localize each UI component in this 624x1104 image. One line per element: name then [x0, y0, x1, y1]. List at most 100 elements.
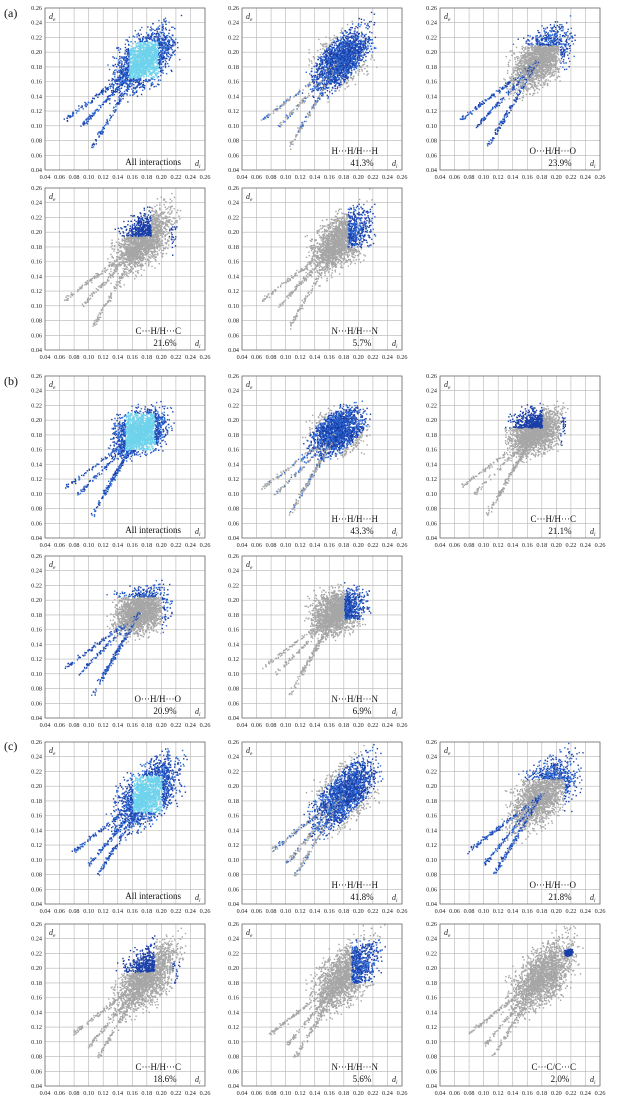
x-tick-label: 0.08 — [69, 908, 80, 915]
x-tick-label: 0.16 — [127, 354, 138, 361]
y-tick-label: 0.12 — [31, 476, 42, 483]
x-tick-label: 0.08 — [464, 1090, 475, 1097]
x-tick-label: 0.06 — [251, 354, 262, 361]
x-tick-label: 0.08 — [69, 722, 80, 729]
x-tick-label: 0.24 — [185, 174, 196, 181]
y-tick-label: 0.06 — [228, 886, 239, 893]
interaction-percent: 21.6% — [153, 338, 177, 348]
interaction-percent: 21.1% — [548, 526, 572, 536]
y-tick-label: 0.06 — [426, 886, 437, 893]
y-tick-label: 0.26 — [228, 553, 239, 560]
x-tick-label: 0.04 — [40, 174, 51, 181]
interaction-percent: 43.3% — [350, 526, 374, 536]
y-tick-label: 0.06 — [31, 520, 42, 527]
y-tick-label: 0.04 — [31, 167, 42, 174]
interaction-label: O···H/H···O — [135, 694, 182, 704]
y-tick-label: 0.24 — [31, 936, 42, 943]
y-tick-label: 0.14 — [31, 827, 42, 834]
y-tick-label: 0.06 — [426, 520, 437, 527]
x-tick-label: 0.18 — [536, 174, 547, 181]
y-axis-symbol: de — [49, 12, 56, 23]
x-tick-label: 0.06 — [449, 908, 460, 915]
interaction-label: All interactions — [125, 525, 181, 535]
y-tick-label: 0.16 — [426, 447, 437, 454]
y-tick-label: 0.08 — [31, 872, 42, 879]
y-tick-label: 0.04 — [426, 535, 437, 542]
x-tick-label: 0.16 — [324, 908, 335, 915]
x-tick-label: 0.18 — [338, 354, 349, 361]
x-tick-label: 0.22 — [170, 722, 181, 729]
x-axis-symbol: di — [590, 1075, 596, 1086]
x-tick-label: 0.10 — [478, 908, 489, 915]
y-tick-label: 0.26 — [228, 373, 239, 380]
interaction-label: All interactions — [125, 157, 181, 167]
grid — [440, 8, 600, 170]
x-tick-label: 0.18 — [141, 908, 152, 915]
y-axis-symbol: de — [49, 928, 56, 939]
x-tick-label: 0.06 — [54, 542, 65, 549]
y-tick-label: 0.18 — [426, 798, 437, 805]
x-tick-label: 0.12 — [295, 174, 306, 181]
x-tick-label: 0.24 — [185, 908, 196, 915]
x-tick-label: 0.16 — [324, 1090, 335, 1097]
x-tick-label: 0.26 — [595, 174, 606, 181]
y-tick-label: 0.24 — [228, 20, 239, 27]
point-cloud — [65, 401, 175, 517]
y-axis-symbol: de — [444, 12, 451, 23]
y-tick-label: 0.16 — [31, 79, 42, 86]
x-tick-label: 0.06 — [54, 1090, 65, 1097]
y-axis-symbol: de — [49, 192, 56, 203]
x-tick-label: 0.08 — [266, 908, 277, 915]
x-tick-label: 0.22 — [367, 722, 378, 729]
x-tick-label: 0.04 — [435, 542, 446, 549]
y-tick-label: 0.24 — [31, 200, 42, 207]
x-tick-label: 0.18 — [338, 1090, 349, 1097]
x-tick-label: 0.18 — [536, 1090, 547, 1097]
x-tick-label: 0.22 — [367, 174, 378, 181]
x-tick-label: 0.16 — [522, 174, 533, 181]
interaction-label: C···C/C···C — [532, 1062, 577, 1072]
x-tick-label: 0.22 — [565, 1090, 576, 1097]
x-tick-label: 0.16 — [522, 1090, 533, 1097]
y-tick-label: 0.26 — [228, 5, 239, 12]
y-tick-label: 0.18 — [228, 798, 239, 805]
y-tick-label: 0.20 — [426, 965, 437, 972]
y-tick-label: 0.18 — [31, 432, 42, 439]
grid — [242, 742, 402, 904]
x-tick-label: 0.08 — [266, 354, 277, 361]
y-tick-label: 0.16 — [31, 259, 42, 266]
point-cloud — [261, 12, 378, 150]
x-tick-label: 0.20 — [551, 1090, 562, 1097]
x-tick-label: 0.08 — [69, 1090, 80, 1097]
x-tick-label: 0.20 — [551, 542, 562, 549]
y-tick-label: 0.14 — [228, 641, 239, 648]
y-tick-label: 0.20 — [228, 783, 239, 790]
x-tick-label: 0.16 — [127, 1090, 138, 1097]
interaction-percent: 6.9% — [353, 706, 372, 716]
x-tick-label: 0.26 — [397, 354, 408, 361]
x-tick-label: 0.12 — [493, 542, 504, 549]
interaction-percent: 41.8% — [350, 892, 374, 902]
x-tick-label: 0.12 — [98, 542, 109, 549]
x-tick-label: 0.20 — [551, 174, 562, 181]
x-tick-label: 0.18 — [536, 908, 547, 915]
x-tick-label: 0.14 — [507, 542, 518, 549]
x-tick-label: 0.20 — [156, 722, 167, 729]
x-tick-label: 0.14 — [309, 174, 320, 181]
x-axis-symbol: di — [392, 707, 398, 718]
x-axis-symbol: di — [392, 893, 398, 904]
y-tick-label: 0.04 — [228, 715, 239, 722]
y-tick-label: 0.18 — [31, 980, 42, 987]
y-tick-label: 0.12 — [31, 1024, 42, 1031]
x-tick-label: 0.16 — [127, 722, 138, 729]
x-tick-label: 0.24 — [382, 722, 393, 729]
interaction-percent: 5.7% — [353, 338, 372, 348]
y-tick-label: 0.24 — [228, 754, 239, 761]
y-tick-label: 0.22 — [31, 214, 42, 221]
x-tick-label: 0.14 — [112, 722, 123, 729]
